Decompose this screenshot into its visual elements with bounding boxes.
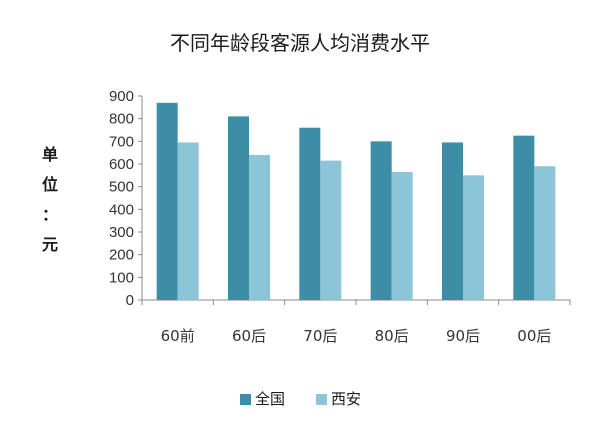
x-category-label: 70后 xyxy=(303,327,337,345)
y-tick-label: 700 xyxy=(109,133,134,150)
y-tick-label: 400 xyxy=(109,201,134,218)
y-axis-label-char-2: 位 xyxy=(42,175,58,194)
y-axis-label: 单 位 ： 元 xyxy=(42,145,58,254)
y-axis-label-char-4: 元 xyxy=(42,235,58,254)
bar-national-4 xyxy=(442,142,463,300)
bar-xian-4 xyxy=(463,175,484,300)
bar-national-0 xyxy=(156,102,178,300)
bar-xian-3 xyxy=(391,171,413,300)
y-tick-label: 300 xyxy=(109,224,134,241)
legend-label-national: 全国 xyxy=(255,390,285,408)
y-tick-label: 900 xyxy=(109,88,134,105)
y-tick-label: 0 xyxy=(126,292,134,309)
y-axis-label-char-1: 单 xyxy=(42,145,58,164)
y-tick-label: 500 xyxy=(109,179,134,196)
legend-swatch-xian xyxy=(316,394,327,405)
legend-label-xian: 西安 xyxy=(331,390,361,408)
bar-xian-2 xyxy=(320,160,342,300)
x-category-label: 80后 xyxy=(375,327,409,345)
bar-national-1 xyxy=(228,116,249,301)
y-tick-label: 200 xyxy=(109,247,134,264)
bar-national-2 xyxy=(299,127,321,300)
x-category-label: 60前 xyxy=(161,327,195,345)
legend: 全国 西安 xyxy=(240,390,361,408)
y-tick-label: 600 xyxy=(109,156,134,173)
legend-swatch-national xyxy=(240,394,251,405)
x-category-label: 00后 xyxy=(517,327,551,345)
x-category-label: 90后 xyxy=(446,327,480,345)
y-tick-label: 100 xyxy=(109,269,134,286)
bar-xian-0 xyxy=(177,142,199,300)
y-tick-label: 800 xyxy=(109,111,134,128)
y-axis-label-char-3: ： xyxy=(42,205,58,224)
bar-national-5 xyxy=(513,135,535,300)
bar-xian-5 xyxy=(534,166,556,300)
bar-xian-1 xyxy=(249,154,270,300)
bar-national-3 xyxy=(370,141,392,300)
x-category-label: 60后 xyxy=(232,327,266,345)
plot-area: 0 100 200 300 400 500 600 700 800 900 60前 60后 70后 80后… xyxy=(109,88,571,345)
chart-title: 不同年龄段客源人均消费水平 xyxy=(170,31,430,55)
